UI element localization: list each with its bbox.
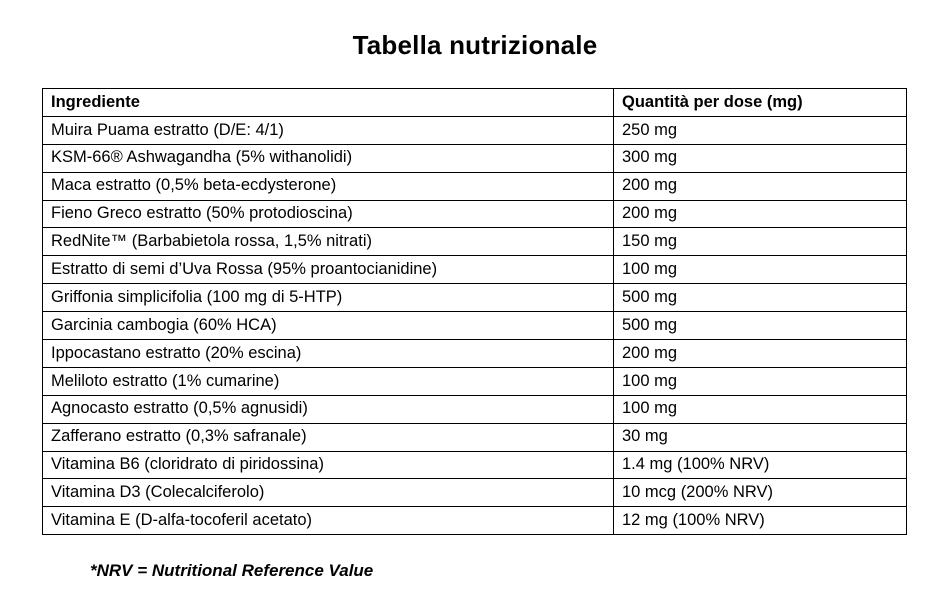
table-row: Zafferano estratto (0,3% safranale) 30 m… [42,422,907,452]
ingredient-cell: KSM-66® Ashwagandha (5% withanolidi) [42,143,614,173]
ingredient-cell: Maca estratto (0,5% beta-ecdysterone) [42,171,614,201]
table-row: KSM-66® Ashwagandha (5% withanolidi) 300… [42,143,907,173]
ingredient-cell: Vitamina B6 (cloridrato di piridossina) [42,450,614,480]
quantity-cell: 100 mg [613,366,907,396]
quantity-cell: 1.4 mg (100% NRV) [613,450,907,480]
page-title: Tabella nutrizionale [352,30,598,60]
ingredient-cell: RedNite™ (Barbabietola rossa, 1,5% nitra… [42,227,614,257]
ingredient-cell: Garcinia cambogia (60% HCA) [42,311,614,341]
quantity-cell: 100 mg [613,255,907,285]
quantity-cell: 250 mg [613,115,907,145]
ingredient-cell: Fieno Greco estratto (50% protodioscina) [42,199,614,229]
table-row: Vitamina D3 (Colecalciferolo) 10 mcg (20… [42,478,907,508]
table-header-row: Ingrediente Quantità per dose (mg) [42,88,907,117]
ingredient-cell: Agnocasto estratto (0,5% agnusidi) [42,394,614,424]
table-row: Agnocasto estratto (0,5% agnusidi) 100 m… [42,394,907,424]
table-row: RedNite™ (Barbabietola rossa, 1,5% nitra… [42,227,907,257]
quantity-cell: 200 mg [613,339,907,368]
ingredient-cell: Griffonia simplicifolia (100 mg di 5-HTP… [42,283,614,313]
quantity-cell: 100 mg [613,394,907,424]
ingredient-cell: Meliloto estratto (1% cumarine) [42,366,614,396]
quantity-cell: 500 mg [613,311,907,341]
ingredient-cell: Vitamina D3 (Colecalciferolo) [42,478,614,508]
table-row: Meliloto estratto (1% cumarine) 100 mg [42,366,907,396]
table-row: Fieno Greco estratto (50% protodioscina)… [42,199,907,229]
ingredient-cell: Vitamina E (D-alfa-tocoferil acetato) [42,506,614,536]
ingredient-cell: Ippocastano estratto (20% escina) [42,339,614,368]
table-row: Garcinia cambogia (60% HCA) 500 mg [42,311,907,341]
quantity-cell: 300 mg [613,143,907,173]
table-row: Estratto di semi d’Uva Rossa (95% proant… [42,255,907,285]
ingredient-cell: Zafferano estratto (0,3% safranale) [42,422,614,452]
column-header-quantity: Quantità per dose (mg) [613,88,907,117]
quantity-cell: 12 mg (100% NRV) [613,506,907,536]
table-row: Vitamina B6 (cloridrato di piridossina) … [42,450,907,480]
table-row: Griffonia simplicifolia (100 mg di 5-HTP… [42,283,907,313]
table-row: Vitamina E (D-alfa-tocoferil acetato) 12… [42,506,907,536]
ingredient-cell: Estratto di semi d’Uva Rossa (95% proant… [42,255,614,285]
quantity-cell: 30 mg [613,422,907,452]
nutrition-table: Ingrediente Quantità per dose (mg) Muira… [42,88,907,536]
table-row: Muira Puama estratto (D/E: 4/1) 250 mg [42,115,907,145]
quantity-cell: 200 mg [613,171,907,201]
nrv-footnote: *NRV = Nutritional Reference Value [90,561,374,580]
column-header-ingredient: Ingrediente [42,88,614,117]
quantity-cell: 200 mg [613,199,907,229]
quantity-cell: 150 mg [613,227,907,257]
quantity-cell: 10 mcg (200% NRV) [613,478,907,508]
quantity-cell: 500 mg [613,283,907,313]
ingredient-cell: Muira Puama estratto (D/E: 4/1) [42,115,614,145]
table-row: Ippocastano estratto (20% escina) 200 mg [42,339,907,368]
table-row: Maca estratto (0,5% beta-ecdysterone) 20… [42,171,907,201]
